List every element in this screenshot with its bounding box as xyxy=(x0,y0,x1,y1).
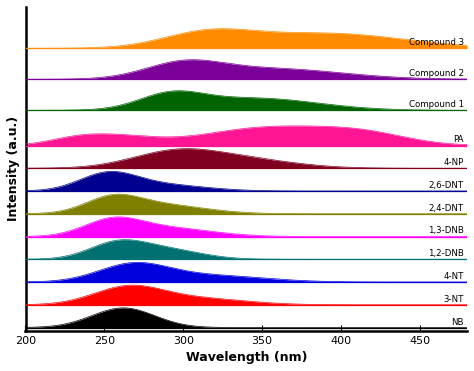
Text: Compound 2: Compound 2 xyxy=(409,69,464,78)
X-axis label: Wavelength (nm): Wavelength (nm) xyxy=(185,351,307,364)
Text: NB: NB xyxy=(451,318,464,326)
Text: 2,6-DNT: 2,6-DNT xyxy=(429,181,464,190)
Text: 1,3-DNB: 1,3-DNB xyxy=(428,226,464,236)
Text: 3-NT: 3-NT xyxy=(444,295,464,304)
Text: 2,4-DNT: 2,4-DNT xyxy=(429,204,464,213)
Text: Compound 1: Compound 1 xyxy=(409,100,464,109)
Text: 4-NT: 4-NT xyxy=(444,272,464,281)
Text: Compound 3: Compound 3 xyxy=(409,38,464,47)
Text: 4-NP: 4-NP xyxy=(444,158,464,167)
Text: PA: PA xyxy=(454,135,464,144)
Text: 1,2-DNB: 1,2-DNB xyxy=(428,249,464,258)
Y-axis label: Intensity (a.u.): Intensity (a.u.) xyxy=(7,116,20,221)
